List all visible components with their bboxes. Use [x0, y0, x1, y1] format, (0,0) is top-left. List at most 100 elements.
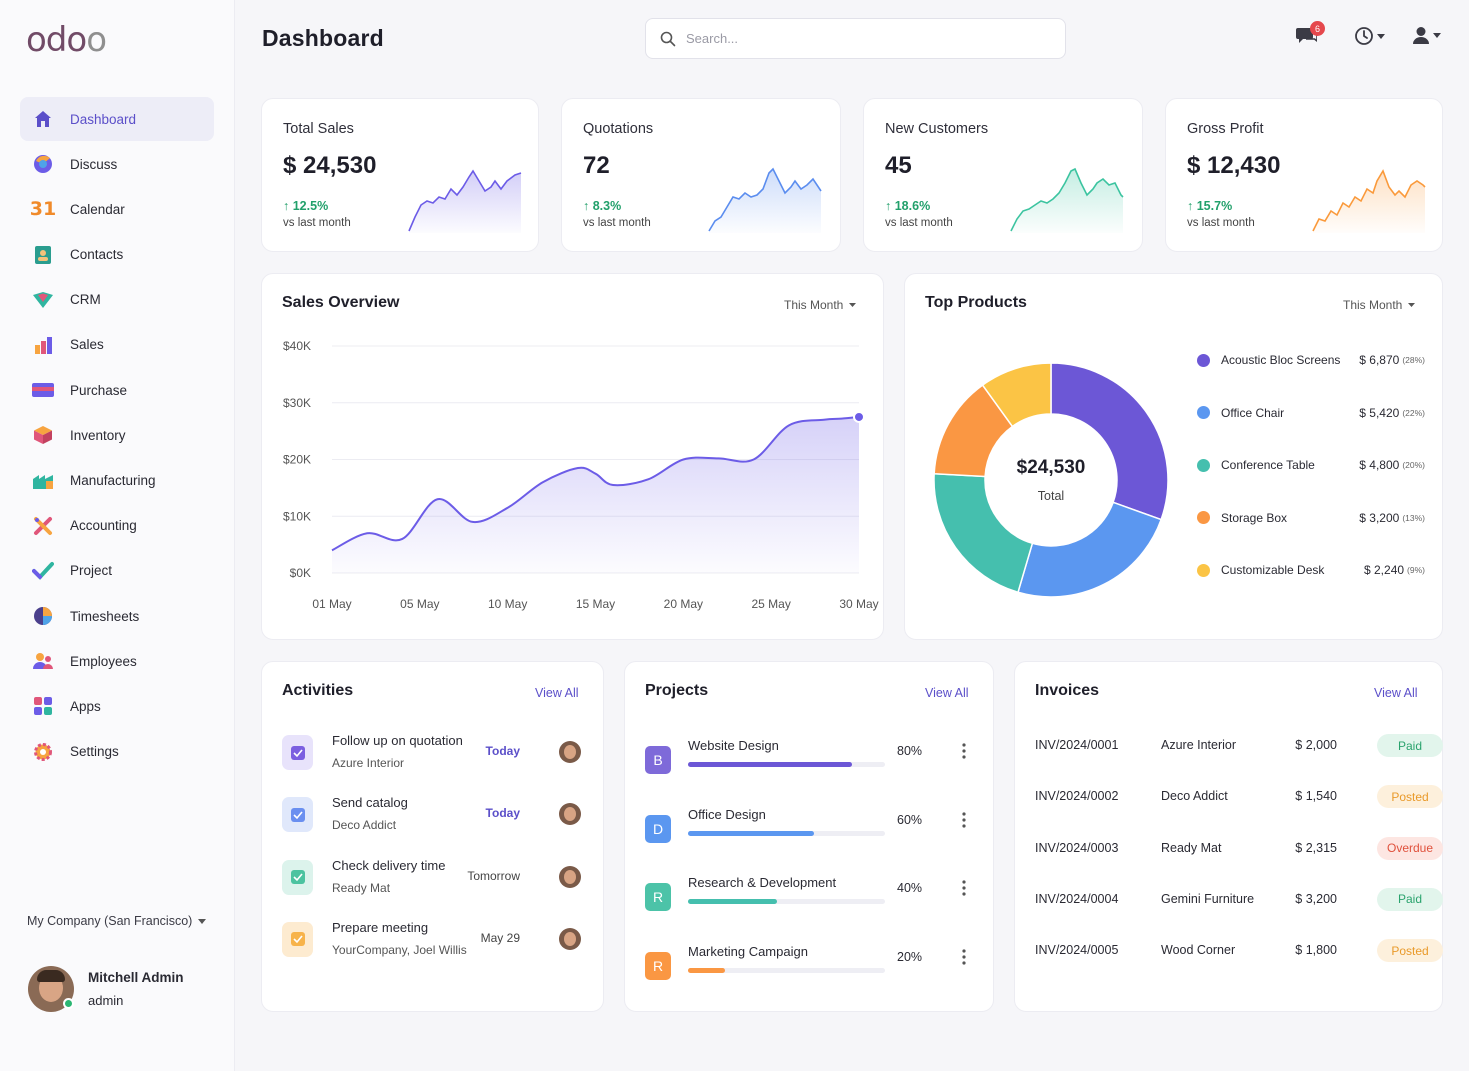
user-menu[interactable]: Mitchell Admin admin	[28, 966, 184, 1012]
donut-slice	[981, 362, 1052, 428]
caret-down-icon	[1408, 303, 1416, 307]
user-account-button[interactable]	[1412, 26, 1441, 45]
sparkline-total-sales	[408, 169, 522, 233]
projects-view-all-link[interactable]: View All	[925, 686, 969, 700]
sidebar-item-contacts[interactable]: Contacts	[20, 233, 214, 277]
project-more-button[interactable]	[959, 741, 969, 761]
timesheets-icon	[32, 605, 54, 627]
user-role: admin	[88, 993, 124, 1008]
search-input[interactable]	[686, 31, 1026, 46]
sidebar-item-sales[interactable]: Sales	[20, 323, 214, 367]
project-more-button[interactable]	[959, 810, 969, 830]
project-more-button[interactable]	[959, 878, 969, 898]
sidebar-item-project[interactable]: Project	[20, 549, 214, 593]
activity-item[interactable]: Prepare meeting YourCompany, Joel Willis M…	[282, 918, 582, 966]
kpi-title: Gross Profit	[1187, 121, 1264, 137]
invoice-amount: $ 2,315	[1295, 840, 1337, 855]
invoice-row[interactable]: INV/2024/0005 Wood Corner $ 1,800 Posted	[1035, 939, 1443, 963]
clock-icon	[1355, 27, 1373, 45]
activity-subtitle: YourCompany, Joel Willis	[332, 942, 467, 957]
section-title: Invoices	[1035, 682, 1100, 699]
project-progress-fill	[688, 968, 726, 974]
activities-view-all-link[interactable]: View All	[535, 686, 579, 700]
invoice-number: INV/2024/0002	[1035, 789, 1119, 804]
legend-label: Customizable Desk	[1221, 563, 1325, 578]
invoice-row[interactable]: INV/2024/0002 Deco Addict $ 1,540 Posted	[1035, 785, 1443, 809]
sparkline-quotations	[708, 167, 822, 233]
project-percent: 80%	[897, 744, 923, 758]
project-item[interactable]: D Office Design 60%	[645, 803, 975, 853]
kpi-title: Quotations	[583, 121, 654, 137]
company-switcher[interactable]: My Company (San Francisco)	[27, 914, 207, 928]
sidebar-item-accounting[interactable]: Accounting	[20, 504, 214, 548]
kpi-card-gross-profit[interactable]: Gross Profit $ 12,430 ↑ 15.7% vs last mo…	[1165, 98, 1443, 252]
assignee-avatar	[559, 803, 581, 826]
legend-value: $ 6,870	[1359, 353, 1400, 367]
invoice-number: INV/2024/0003	[1035, 840, 1119, 855]
legend-percent: (20%)	[1402, 460, 1425, 471]
legend-value: $ 4,800	[1359, 458, 1400, 473]
x-tick-label: 05 May	[400, 597, 439, 611]
section-title: Sales Overview	[282, 294, 400, 311]
donut-center-label: Total	[1037, 489, 1065, 503]
legend-item: Office Chair $ 5,420 (22%)	[1197, 406, 1425, 420]
activity-item[interactable]: Send catalog Deco Addict Today	[282, 793, 582, 841]
invoice-row[interactable]: INV/2024/0004 Gemini Furniture $ 3,200 Paid	[1035, 887, 1443, 912]
sidebar-item-crm[interactable]: CRM	[20, 278, 214, 322]
sidebar-nav: Dashboard Discuss 31 Calendar Contacts C…	[20, 97, 214, 775]
invoice-customer: Ready Mat	[1161, 840, 1222, 855]
invoice-row[interactable]: INV/2024/0003 Ready Mat $ 2,315 Overdue	[1035, 836, 1443, 861]
notification-badge: 6	[1310, 21, 1325, 36]
user-icon	[1413, 27, 1429, 44]
sidebar-item-manufacturing[interactable]: Manufacturing	[20, 459, 214, 503]
y-tick-label: $10K	[283, 509, 311, 523]
activity-clock-button[interactable]	[1354, 26, 1385, 46]
messages-button[interactable]: 6	[1296, 21, 1325, 45]
sidebar-item-apps[interactable]: Apps	[20, 684, 214, 728]
project-item[interactable]: B Website Design 80%	[645, 734, 975, 784]
project-percent: 60%	[897, 812, 923, 827]
search-box[interactable]	[645, 18, 1066, 59]
project-item[interactable]: R Marketing Campaign 20%	[645, 940, 975, 990]
sidebar-item-dashboard[interactable]: Dashboard	[20, 97, 214, 141]
legend-value: $ 5,420	[1359, 405, 1400, 420]
activity-due: Tomorrow	[467, 868, 520, 883]
invoice-number: INV/2024/0001	[1035, 738, 1119, 752]
project-name: Office Design	[688, 806, 766, 822]
project-item[interactable]: R Research & Development 40%	[645, 871, 975, 921]
kpi-card-quotations[interactable]: Quotations 72 ↑ 8.3% vs last month	[561, 98, 841, 252]
legend-item: Storage Box $ 3,200 (13%)	[1197, 511, 1425, 525]
activity-item[interactable]: Follow up on quotation Azure Interior Toda…	[282, 731, 582, 779]
sidebar-item-purchase[interactable]: Purchase	[20, 368, 214, 412]
legend-percent: (13%)	[1402, 512, 1425, 523]
apps-icon	[32, 695, 54, 717]
kpi-change: ↑ 8.3%	[583, 199, 622, 213]
kpi-subtext: vs last month	[1187, 217, 1255, 229]
kpi-card-total-sales[interactable]: Total Sales $ 24,530 ↑ 12.5% vs last mon…	[261, 98, 539, 252]
legend-value: $ 3,200	[1359, 510, 1400, 525]
kpi-card-new-customers[interactable]: New Customers 45 ↑ 18.6% vs last month	[863, 98, 1143, 252]
invoices-view-all-link[interactable]: View All	[1374, 686, 1418, 700]
kpi-value: 45	[885, 152, 912, 179]
caret-down-icon	[1377, 33, 1385, 39]
activity-title: Follow up on quotation	[332, 733, 463, 748]
period-dropdown[interactable]: This Month	[1343, 298, 1416, 312]
invoice-row[interactable]: INV/2024/0001 Azure Interior $ 2,000 Paid	[1035, 734, 1443, 758]
invoices-card: Invoices View All INV/2024/0001 Azure Int…	[1014, 661, 1443, 1012]
project-percent: 40%	[897, 881, 923, 896]
period-dropdown[interactable]: This Month	[784, 298, 857, 312]
sidebar-item-inventory[interactable]: Inventory	[20, 413, 214, 457]
kebab-icon	[962, 812, 966, 828]
y-tick-label: $30K	[283, 396, 311, 410]
discuss-icon	[32, 153, 54, 175]
project-more-button[interactable]	[959, 947, 969, 967]
sidebar-item-employees[interactable]: Employees	[20, 639, 214, 683]
activity-item[interactable]: Check delivery time Ready Mat Tomorrow	[282, 856, 582, 904]
sidebar-item-discuss[interactable]: Discuss	[20, 142, 214, 186]
sidebar-item-calendar[interactable]: 31 Calendar	[29, 198, 125, 221]
invoice-number: INV/2024/0005	[1035, 943, 1119, 958]
sidebar-item-settings[interactable]: Settings	[20, 730, 214, 774]
odoo-logo[interactable]: odoo	[26, 20, 107, 60]
sidebar-item-timesheets[interactable]: Timesheets	[20, 594, 214, 638]
user-avatar	[28, 966, 74, 1012]
